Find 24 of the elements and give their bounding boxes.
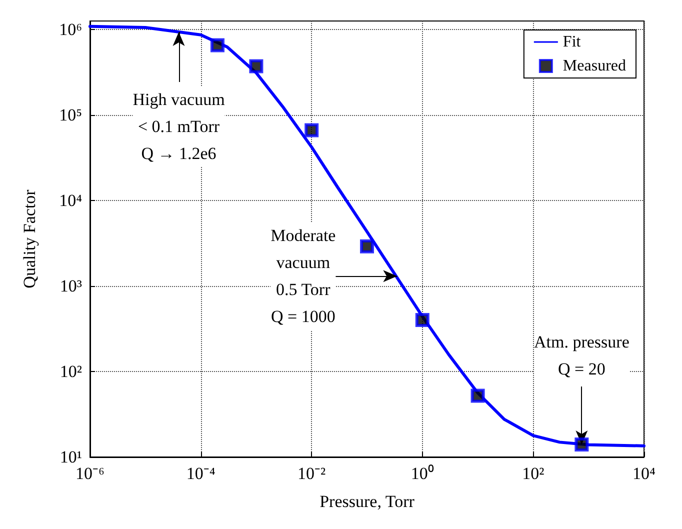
y-tick-label: 10⁵ — [59, 105, 82, 124]
y-tick-label: 10³ — [60, 276, 82, 296]
annotation: Atm. pressure Q = 20 — [534, 332, 630, 378]
x-tick-label: 10⁻⁴ — [186, 464, 216, 483]
y-axis-title: Quality Factor — [20, 189, 39, 288]
point — [304, 123, 319, 138]
annotation: High vacuum < 0.1 mTorr Q → 1.2e6 — [132, 90, 225, 163]
y-tick-label: 10¹ — [60, 448, 82, 466]
point — [360, 239, 374, 254]
point — [249, 59, 264, 74]
x-tick-label: 10⁴ — [632, 464, 656, 483]
point — [470, 388, 485, 403]
x-tick-label: 10⁻⁶ — [76, 464, 105, 483]
y-tick-label: 10⁶ — [59, 20, 82, 39]
y-tick-label: 10⁴ — [59, 190, 82, 210]
x-tick-label: 10² — [522, 464, 544, 483]
legend-label: Fit — [562, 34, 582, 50]
x-tick-label: 10⁰ — [410, 464, 434, 483]
x-tick-label: 10⁻² — [298, 464, 326, 483]
legend-label: Measured — [562, 58, 626, 74]
point — [415, 312, 430, 327]
x-axis-title: Pressure, Torr — [320, 492, 415, 511]
annotation: Moderate vacuum 0.5 Torr Q = 1000 — [270, 226, 336, 326]
y-tick-label: 10² — [60, 362, 82, 381]
